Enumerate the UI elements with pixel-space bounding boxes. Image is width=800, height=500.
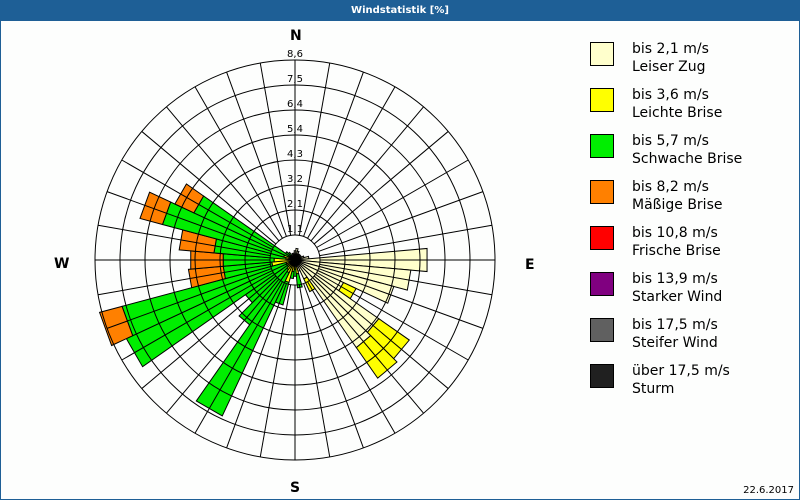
ring-label: 2,1 [287, 199, 303, 210]
legend-label: Mäßige Brise [632, 197, 723, 213]
grid-spoke [106, 191, 272, 252]
legend-label: Starker Wind [632, 289, 723, 305]
legend-range: über 17,5 m/s [632, 363, 730, 379]
legend-range: bis 13,9 m/s [632, 271, 718, 287]
legend-range: bis 5,7 m/s [632, 133, 709, 149]
compass-east: E [525, 257, 535, 273]
grid-spoke [303, 283, 364, 449]
grid-spoke [310, 106, 424, 242]
grid-spoke [259, 284, 292, 458]
grid-spoke [318, 191, 484, 252]
legend-item: bis 10,8 m/s Frische Brise [590, 224, 790, 270]
grid-spoke [313, 275, 449, 389]
legend-item: bis 17,5 m/s Steifer Wind [590, 316, 790, 362]
ring-label: 7,5 [287, 74, 303, 85]
wind-wedge-segment [139, 191, 172, 226]
legend-range: bis 17,5 m/s [632, 317, 718, 333]
legend-swatch [590, 272, 614, 296]
legend-range: bis 8,2 m/s [632, 179, 709, 195]
chart-title: Windstatistik [%] [0, 0, 800, 21]
ring-labels: 1,1 2,1 3,2 4,3 5,4 6,4 7,5 8,6 [287, 49, 303, 235]
grid-spoke [141, 275, 277, 389]
legend-swatch [590, 134, 614, 158]
grid-spoke [318, 268, 484, 329]
grid-spoke [259, 62, 292, 236]
grid-spoke [121, 272, 274, 361]
grid-spoke [313, 131, 449, 245]
legend-item: über 17,5 m/s Sturm [590, 362, 790, 408]
legend-item: bis 3,6 m/s Leichte Brise [590, 86, 790, 132]
ring-label: 6,4 [287, 99, 303, 110]
ring-label: 4,3 [287, 149, 303, 160]
grid-spoke [319, 224, 493, 257]
wind-wedge-segment [98, 305, 134, 347]
grid-spoke [141, 131, 277, 245]
grid-spoke [106, 268, 272, 329]
legend-swatch [590, 88, 614, 112]
legend-label: Frische Brise [632, 243, 721, 259]
polar-grid [94, 59, 496, 461]
legend-label: Steifer Wind [632, 335, 718, 351]
legend-range: bis 2,1 m/s [632, 41, 709, 57]
grid-spoke [226, 283, 287, 449]
grid-spoke [194, 281, 283, 434]
legend-item: bis 8,2 m/s Mäßige Brise [590, 178, 790, 224]
wind-wedge-segment [195, 270, 290, 417]
wind-wedge-segment [293, 250, 297, 261]
legend-item: bis 5,7 m/s Schwache Brise [590, 132, 790, 178]
ring-label: 5,4 [287, 124, 303, 135]
compass-south: S [290, 480, 301, 496]
legend-range: bis 3,6 m/s [632, 87, 709, 103]
legend-label: Sturm [632, 381, 675, 397]
grid-spoke [166, 278, 280, 414]
grid-spoke [97, 224, 271, 257]
grid-spoke [316, 272, 469, 361]
grid-spoke [307, 281, 396, 434]
grid-spoke [194, 86, 283, 239]
legend-item: bis 2,1 m/s Leiser Zug [590, 40, 790, 86]
legend-swatch [590, 318, 614, 342]
legend-label: Leiser Zug [632, 59, 706, 75]
compass-west: W [54, 256, 70, 272]
legend-swatch [590, 226, 614, 250]
legend-label: Schwache Brise [632, 151, 743, 167]
grid-spoke [319, 263, 493, 296]
ring-label: 3,2 [287, 174, 303, 185]
grid-spoke [97, 263, 271, 296]
compass-north: N [290, 28, 302, 44]
legend-range: bis 10,8 m/s [632, 225, 718, 241]
grid-spoke [316, 159, 469, 248]
grid-spoke [303, 71, 364, 237]
ring-label: 1,1 [287, 224, 303, 235]
wind-rose-chart: 1,1 2,1 3,2 4,3 5,4 6,4 7,5 8,6 [94, 49, 496, 461]
grid-spoke [307, 86, 396, 239]
grid-spoke [121, 159, 274, 248]
grid-spoke [226, 71, 287, 237]
legend-swatch [590, 180, 614, 204]
chart-date: 22.6.2017 [743, 485, 794, 496]
grid-spoke [310, 278, 424, 414]
grid-spoke [166, 106, 280, 242]
legend: bis 2,1 m/s Leiser Zug bis 3,6 m/s Leichte… [590, 40, 790, 408]
grid-spoke [298, 284, 331, 458]
legend-item: bis 13,9 m/s Starker Wind [590, 270, 790, 316]
grid-spoke [298, 62, 331, 236]
legend-label: Leichte Brise [632, 105, 723, 121]
ring-label: 8,6 [287, 49, 303, 60]
legend-swatch [590, 364, 614, 388]
legend-swatch [590, 42, 614, 66]
